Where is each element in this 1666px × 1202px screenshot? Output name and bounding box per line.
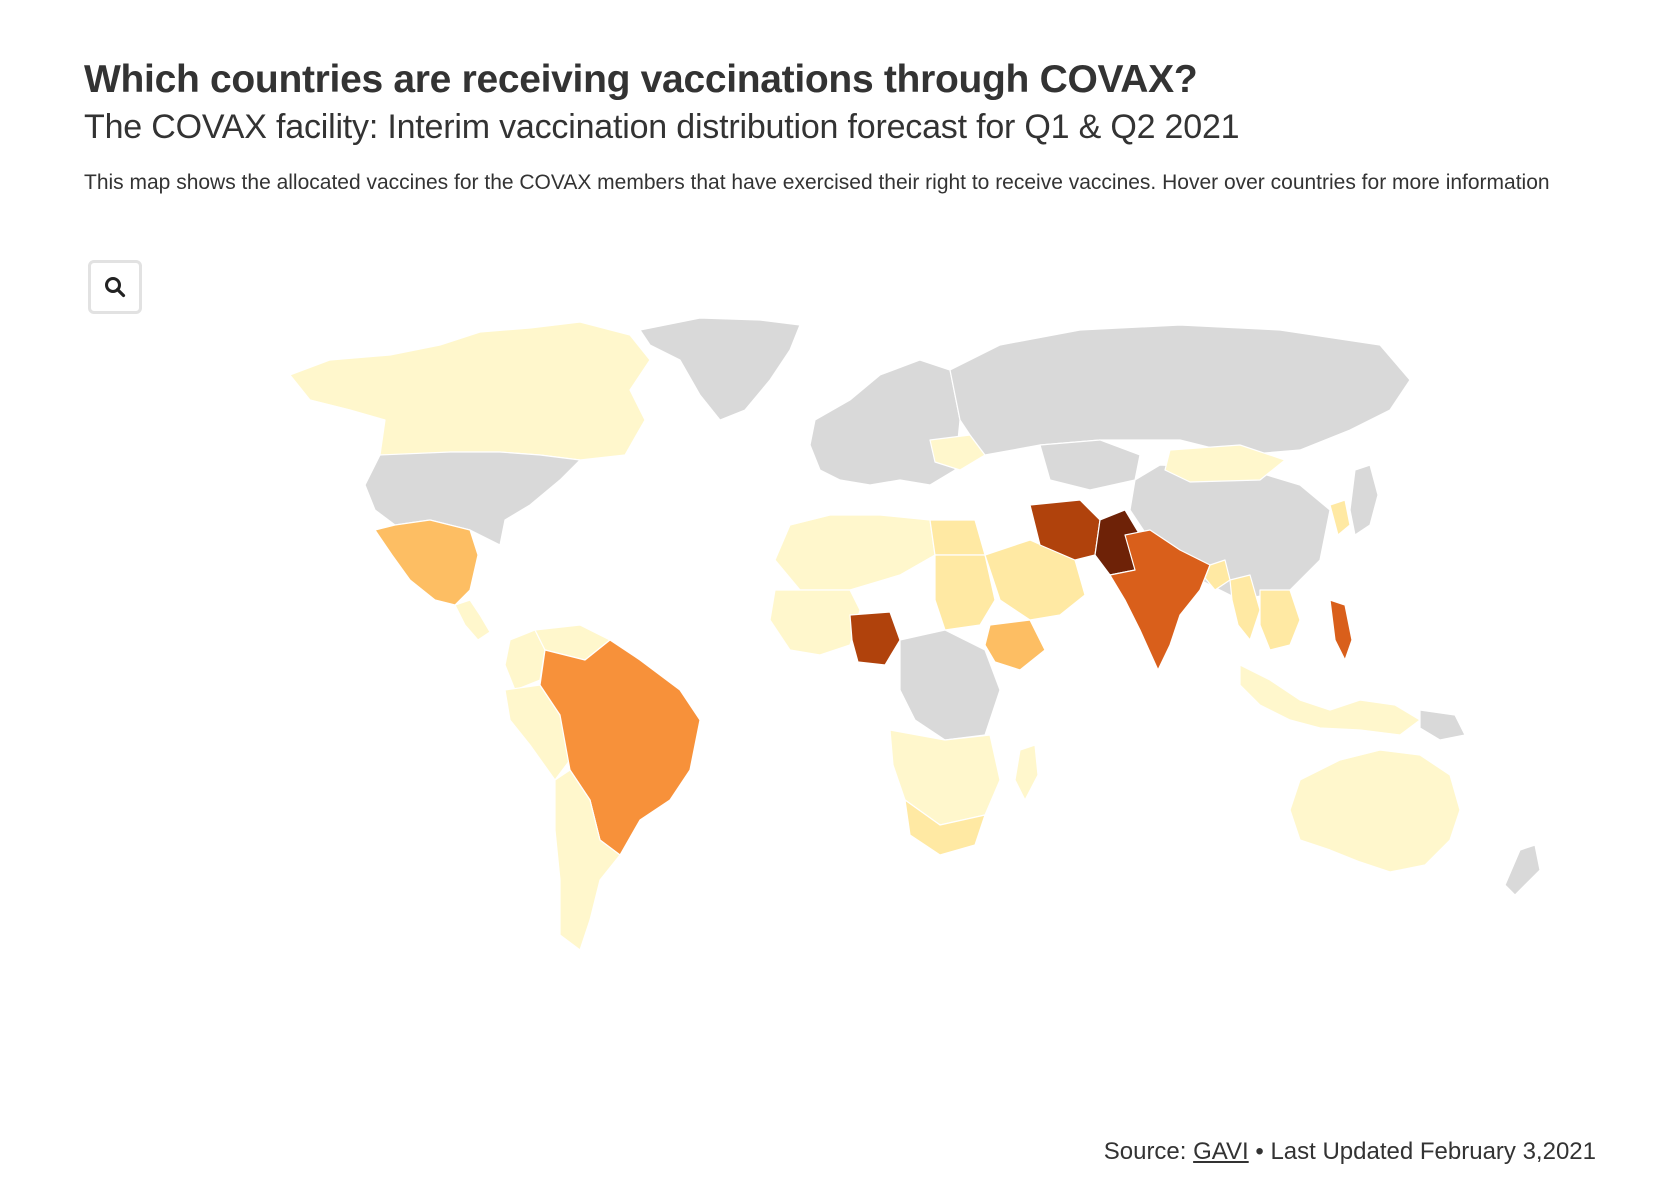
map-region-russia[interactable]: Russia <box>949 324 1411 456</box>
search-button[interactable] <box>88 260 142 314</box>
map-region-europe[interactable]: Europe <box>809 359 961 486</box>
map-region-madagascar[interactable]: Arabian Peninsula <box>1014 744 1039 801</box>
map-region-myanmar[interactable]: Southeast Asia <box>1229 574 1261 641</box>
map-region-canada[interactable]: Canada <box>289 321 651 461</box>
map-region-south-africa[interactable]: South Africa <box>904 799 986 856</box>
map-region-west-africa[interactable]: West Africa <box>769 589 861 656</box>
world-map[interactable]: Greenland Canada United States Mexico Ce… <box>0 300 1666 960</box>
chart-subtitle: The COVAX facility: Interim vaccination … <box>84 108 1240 146</box>
source-link[interactable]: GAVI <box>1193 1138 1249 1165</box>
map-region-korea[interactable]: Korea <box>1329 499 1351 536</box>
last-updated: • Last Updated February 3,2021 <box>1255 1138 1596 1165</box>
map-region-mexico[interactable]: Mexico <box>374 519 479 606</box>
map-region-sudan[interactable]: Egypt <box>934 554 996 631</box>
map-region-brazil[interactable]: Brazil <box>539 639 701 856</box>
map-region-argentina[interactable]: Argentina <box>554 769 621 951</box>
chart-description: This map shows the allocated vaccines fo… <box>84 171 1550 194</box>
map-region-greenland[interactable]: Greenland <box>639 317 801 421</box>
map-region-ethiopia[interactable]: Ethiopia <box>984 619 1046 671</box>
search-icon <box>105 277 126 298</box>
map-region-central-america[interactable]: Central America <box>454 599 491 641</box>
map-region-egypt[interactable]: Sudan <box>929 519 986 556</box>
map-region-new-zealand[interactable]: Japan <box>1504 844 1541 896</box>
map-region-philippines[interactable]: Indonesia <box>1329 599 1353 661</box>
chart-title: Which countries are receiving vaccinatio… <box>84 58 1198 101</box>
map-region-bangladesh[interactable]: Myanmar <box>1204 559 1231 591</box>
source-prefix: Source: <box>1103 1138 1187 1165</box>
map-region-ukraine[interactable]: Ukraine <box>929 434 986 471</box>
map-region-papua-new-guinea[interactable]: Australia <box>1419 709 1466 741</box>
map-region-india[interactable]: Bangladesh <box>1109 529 1211 671</box>
map-region-mongolia[interactable]: Mongolia <box>1164 444 1286 483</box>
map-region-southeast-asia[interactable]: Philippines <box>1259 589 1301 651</box>
map-region-united-states[interactable]: United States <box>364 451 581 546</box>
source-line: Source: GAVI • Last Updated February 3,2… <box>1104 1138 1596 1166</box>
map-region-north-africa[interactable]: North Africa <box>774 514 936 591</box>
map-region-arabian-peninsula[interactable]: Iran <box>984 539 1086 621</box>
map-region-japan[interactable]: Madagascar <box>1349 464 1379 536</box>
map-region-nigeria[interactable]: Nigeria <box>849 611 901 666</box>
map-region-australia[interactable]: New Zealand <box>1289 749 1461 873</box>
map-region-kazakhstan[interactable]: Kazakhstan <box>1039 439 1141 491</box>
map-region-central-africa[interactable]: Central Africa <box>899 629 1001 741</box>
map-region-indonesia[interactable]: Papua New Guinea <box>1239 664 1421 736</box>
